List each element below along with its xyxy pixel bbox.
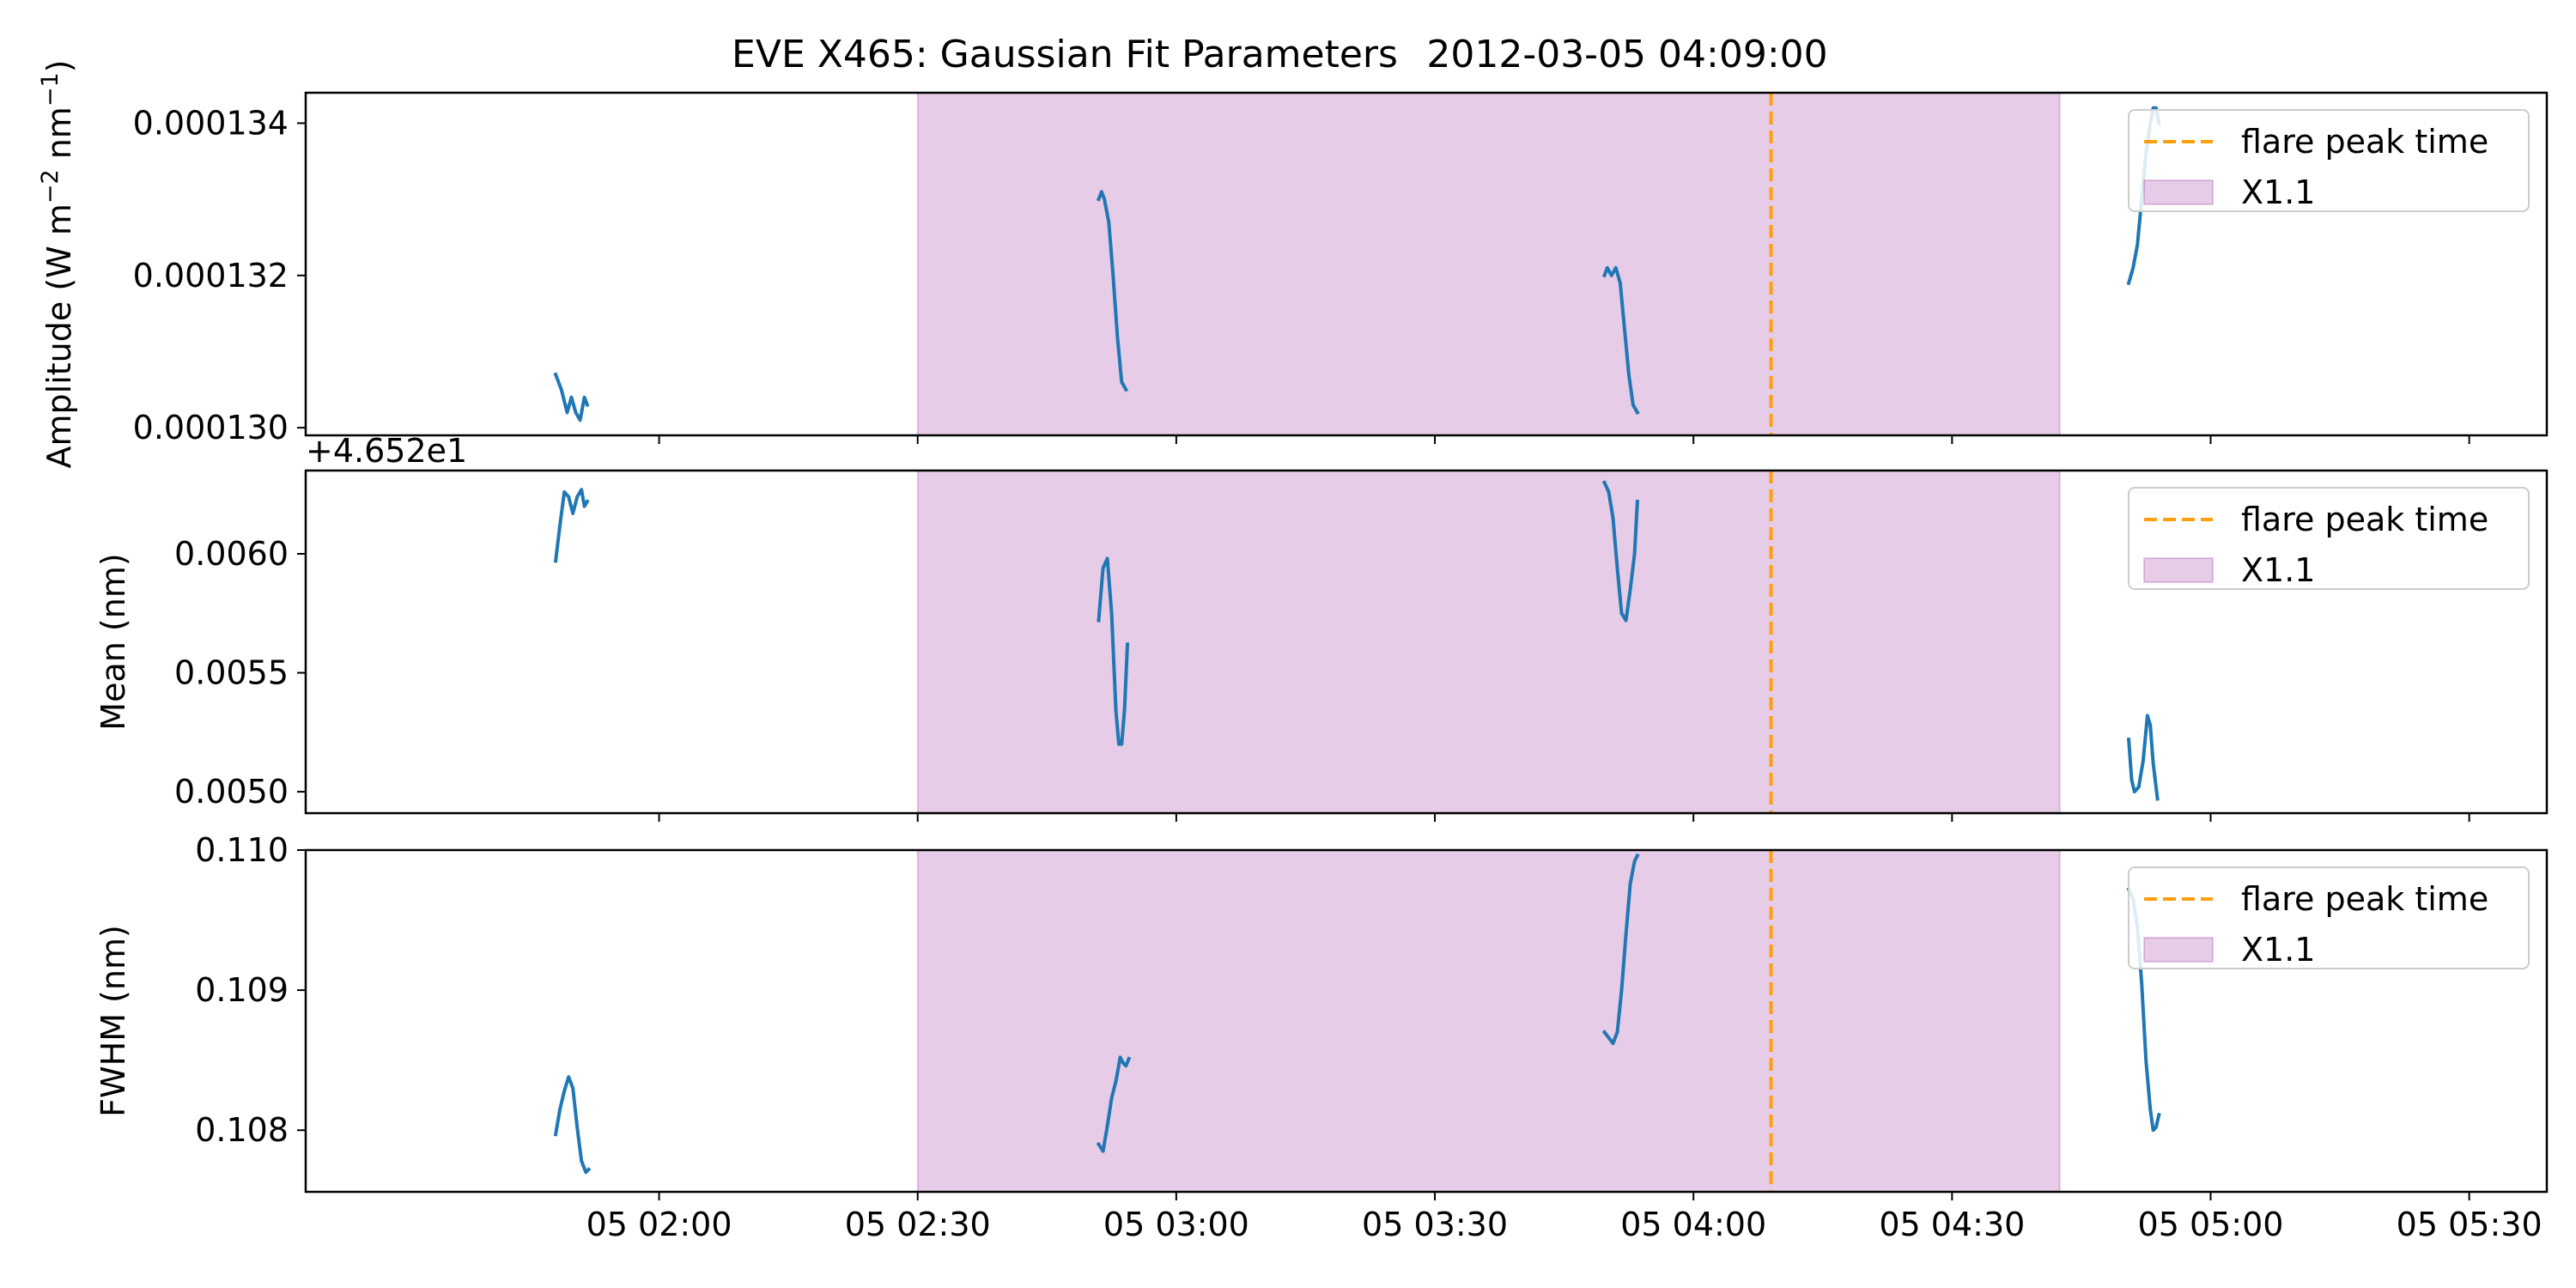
legend: flare peak time X1.1	[2128, 487, 2530, 590]
series-line-segment-3	[1601, 853, 1640, 1046]
y-axis-label: Mean (nm)	[94, 553, 132, 730]
y-tick-label: 0.000132	[133, 257, 289, 295]
y-tick-label: 0.0060	[174, 535, 289, 573]
legend-span-label: X1.1	[2241, 931, 2315, 969]
series-line-segment-3	[1601, 480, 1640, 623]
series-line-segment-2	[1097, 556, 1130, 746]
y-tick-label: 0.108	[195, 1111, 289, 1149]
panel-frame	[304, 469, 2549, 815]
panel-frame	[304, 848, 2549, 1194]
legend-span-label: X1.1	[2241, 173, 2315, 211]
flare-span-region	[916, 92, 2061, 436]
series-line-segment-3	[1601, 265, 1640, 416]
x-tick-label: 05 05:30	[2397, 1206, 2543, 1243]
series-line-segment-1	[553, 372, 590, 422]
x-tick-label: 05 02:00	[586, 1206, 732, 1243]
legend-peak-label: flare peak time	[2241, 123, 2488, 161]
legend: flare peak time X1.1	[2128, 866, 2530, 969]
x-tick-label: 05 04:30	[1879, 1206, 2025, 1243]
legend-span-swatch	[2143, 557, 2214, 583]
series-line-segment-2	[1096, 190, 1129, 392]
panel-frame	[304, 91, 2549, 437]
y-axis-label: FWHM (nm)	[94, 925, 132, 1117]
x-tick-label: 05 02:30	[845, 1206, 991, 1243]
legend-span-label: X1.1	[2241, 551, 2315, 589]
panel-2: 0.0050 0.0055 0.0060 Mean (nm) +4.652e1 flare…	[94, 432, 2549, 822]
x-tick-label: 05 03:00	[1103, 1206, 1249, 1243]
flare-span-region	[916, 470, 2061, 814]
legend-peak-label: flare peak time	[2241, 501, 2488, 538]
y-tick-label: 0.000134	[133, 104, 289, 142]
legend: flare peak time X1.1	[2128, 109, 2530, 212]
y-axis-label: Amplitude (W m−2 nm−1)	[37, 60, 79, 469]
legend-box	[2128, 487, 2530, 590]
series-lines	[553, 480, 2160, 801]
flare-span-region	[916, 849, 2061, 1193]
panels: 0.000130 0.000132 0.000134 Amplitude (W m−2…	[37, 60, 2549, 1243]
legend-peak-label: flare peak time	[2241, 880, 2488, 918]
legend-box	[2128, 866, 2530, 969]
y-tick-label: 0.109	[195, 971, 289, 1009]
x-tick-label: 05 03:30	[1362, 1206, 1508, 1243]
series-line-segment-1	[553, 1075, 592, 1175]
chart-title-time: 2012-03-05 04:09:00	[1426, 33, 1827, 76]
y-offset-text: +4.652e1	[306, 432, 467, 470]
series-line-segment-2	[1096, 1055, 1132, 1153]
panel-3: 0.108 0.109 0.110 FWHM (nm) 05 02:00 05 02:30…	[94, 831, 2549, 1243]
y-tick-label: 0.110	[195, 831, 289, 869]
y-tick-label: 0.0055	[174, 654, 289, 692]
x-tick-label: 05 04:00	[1620, 1206, 1766, 1243]
panel-1: 0.000130 0.000132 0.000134 Amplitude (W m−2…	[37, 60, 2549, 469]
chart-title: EVE X465: Gaussian Fit Parameters 2012-0…	[732, 33, 1828, 76]
series-line-segment-4	[2126, 714, 2160, 801]
y-tick-label: 0.0050	[174, 773, 289, 811]
x-tick-label: 05 05:00	[2138, 1206, 2284, 1243]
y-tick-label: 0.000130	[133, 409, 289, 447]
legend-box	[2128, 109, 2530, 212]
series-line-segment-1	[553, 488, 590, 563]
legend-span-swatch	[2143, 937, 2214, 963]
legend-span-swatch	[2143, 179, 2214, 205]
chart-title-text: EVE X465: Gaussian Fit Parameters	[732, 33, 1398, 76]
